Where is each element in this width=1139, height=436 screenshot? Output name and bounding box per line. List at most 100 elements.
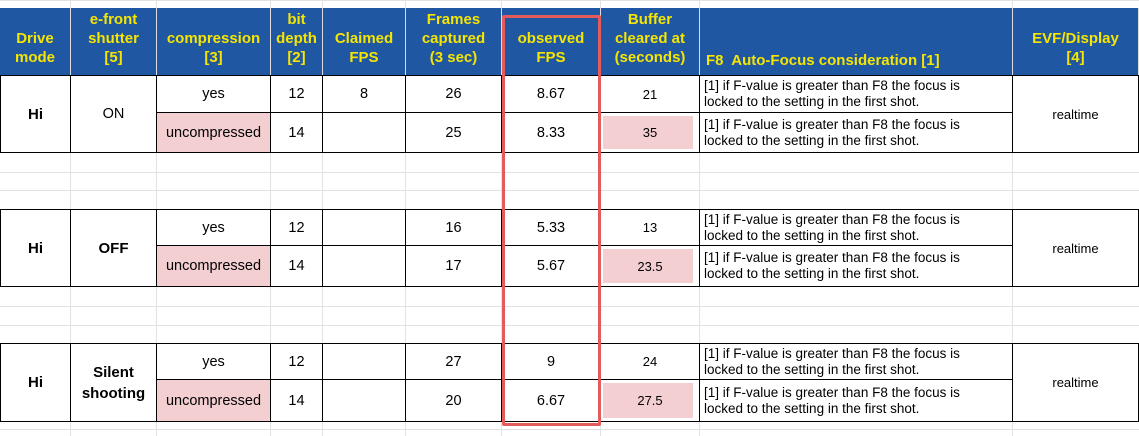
drive-mode-cell: Hi [0, 209, 71, 287]
focus-note: [1] if F-value is greater than F8 the fo… [704, 117, 960, 149]
buffer-value: 24 [642, 354, 658, 369]
gridline [0, 306, 1139, 307]
focus-note-line-2: locked to the setting in the first shot. [704, 94, 920, 109]
header-drive-mode: Drive mode [0, 8, 71, 75]
focus-note-cell: [1] if F-value is greater than F8 the fo… [700, 209, 1013, 246]
header-label: F8 Auto-Focus consideration [1] [706, 52, 940, 69]
header-buffer-cleared: Buffer cleared at (seconds) [601, 8, 700, 75]
header-label: Buffer cleared at (seconds) [614, 11, 686, 66]
compression-cell: uncompressed [157, 380, 271, 422]
gridline [699, 0, 700, 8]
frames-captured-cell: 25 [406, 113, 502, 153]
gridline [270, 287, 271, 343]
gridline [699, 153, 700, 209]
bit-depth-cell: 14 [271, 380, 323, 422]
buffer-value: 27.5 [637, 393, 663, 408]
gridline [501, 287, 502, 343]
claimed-fps-cell [323, 343, 406, 380]
gridline [405, 422, 406, 436]
compression-cell: yes [157, 343, 271, 380]
gridline [70, 287, 71, 343]
gridline [405, 153, 406, 209]
efront-shutter-cell: Silent shooting [71, 343, 157, 422]
buffer-cleared-cell: 27.5 [601, 380, 700, 422]
gridline [1012, 287, 1013, 343]
focus-note-line-1: [1] if F-value is greater than F8 the fo… [704, 345, 960, 361]
gridline [270, 153, 271, 209]
observed-fps-cell: 9 [502, 343, 601, 380]
gridline [156, 422, 157, 436]
gridline [156, 153, 157, 209]
buffer-value: 13 [642, 220, 658, 235]
efront-shutter-cell: OFF [71, 209, 157, 287]
buffer-highlight [603, 116, 693, 149]
header-label: observed FPS [517, 30, 585, 66]
gridline [600, 0, 601, 8]
frames-captured-cell: 20 [406, 380, 502, 422]
gridline [322, 153, 323, 209]
gridline [600, 287, 601, 343]
gridline [501, 422, 502, 436]
bit-depth-cell: 14 [271, 246, 323, 287]
focus-note: [1] if F-value is greater than F8 the fo… [704, 250, 960, 282]
frames-captured-cell: 16 [406, 209, 502, 246]
header-evf: EVF/Display [4] [1013, 8, 1139, 75]
gridline [501, 153, 502, 209]
gridline [0, 0, 1139, 1]
header-focus: F8 Auto-Focus consideration [1] [700, 8, 1013, 75]
gridline [1012, 422, 1013, 436]
focus-note-line-1: [1] if F-value is greater than F8 the fo… [704, 384, 960, 400]
gridline [0, 429, 1139, 430]
focus-note-cell: [1] if F-value is greater than F8 the fo… [700, 380, 1013, 422]
header-frames-captured: Frames captured (3 sec) [406, 8, 502, 75]
claimed-fps-cell [323, 113, 406, 153]
gridline [1012, 0, 1013, 8]
gridline [156, 0, 157, 8]
claimed-fps-cell [323, 246, 406, 287]
gridline [270, 0, 271, 8]
gridline [156, 287, 157, 343]
focus-note: [1] if F-value is greater than F8 the fo… [704, 78, 960, 110]
focus-note-line-2: locked to the setting in the first shot. [704, 227, 920, 243]
buffer-value: 21 [642, 86, 658, 102]
focus-note-line-2: locked to the setting in the first shot. [704, 361, 920, 377]
gridline [405, 0, 406, 8]
buffer-cleared-cell: 24 [601, 343, 700, 380]
frames-captured-cell: 26 [406, 75, 502, 113]
focus-note-line-1: [1] if F-value is greater than F8 the fo… [704, 116, 960, 132]
frames-captured-cell: 27 [406, 343, 502, 380]
gridline [322, 287, 323, 343]
header-label: compression [3] [166, 30, 261, 66]
evf-display-cell: realtime [1013, 343, 1139, 422]
focus-note-cell: [1] if F-value is greater than F8 the fo… [700, 246, 1013, 287]
focus-note-line-1: [1] if F-value is greater than F8 the fo… [704, 250, 960, 265]
observed-fps-cell: 5.33 [502, 209, 601, 246]
focus-note-line-2: locked to the setting in the first shot. [704, 400, 920, 416]
bit-depth-cell: 12 [271, 75, 323, 113]
buffer-cleared-cell: 35 [601, 113, 700, 153]
header-label: e-front shutter [5] [88, 11, 139, 66]
observed-fps-cell: 8.67 [502, 75, 601, 113]
focus-note: [1] if F-value is greater than F8 the fo… [704, 346, 960, 378]
header-label: bit depth [2] [276, 11, 317, 66]
gridline [405, 287, 406, 343]
buffer-highlight [603, 383, 693, 418]
efront-shutter-cell: ON [71, 75, 157, 153]
focus-note-cell: [1] if F-value is greater than F8 the fo… [700, 75, 1013, 113]
header-bit-depth: bit depth [2] [271, 8, 323, 75]
bit-depth-cell: 12 [271, 209, 323, 246]
observed-fps-cell: 8.33 [502, 113, 601, 153]
bit-depth-cell: 14 [271, 113, 323, 153]
gridline [699, 287, 700, 343]
buffer-cleared-cell: 13 [601, 209, 700, 246]
header-label: Drive mode [14, 30, 55, 66]
focus-note-line-2: locked to the setting in the first shot. [704, 266, 920, 281]
gridline [501, 0, 502, 8]
buffer-cleared-cell: 21 [601, 75, 700, 113]
focus-note-line-1: [1] if F-value is greater than F8 the fo… [704, 78, 960, 93]
focus-note-cell: [1] if F-value is greater than F8 the fo… [700, 343, 1013, 380]
gridline [0, 172, 1139, 173]
header-efront: e-front shutter [5] [71, 8, 157, 75]
compression-cell: yes [157, 75, 271, 113]
header-label: Frames captured (3 sec) [421, 11, 486, 66]
